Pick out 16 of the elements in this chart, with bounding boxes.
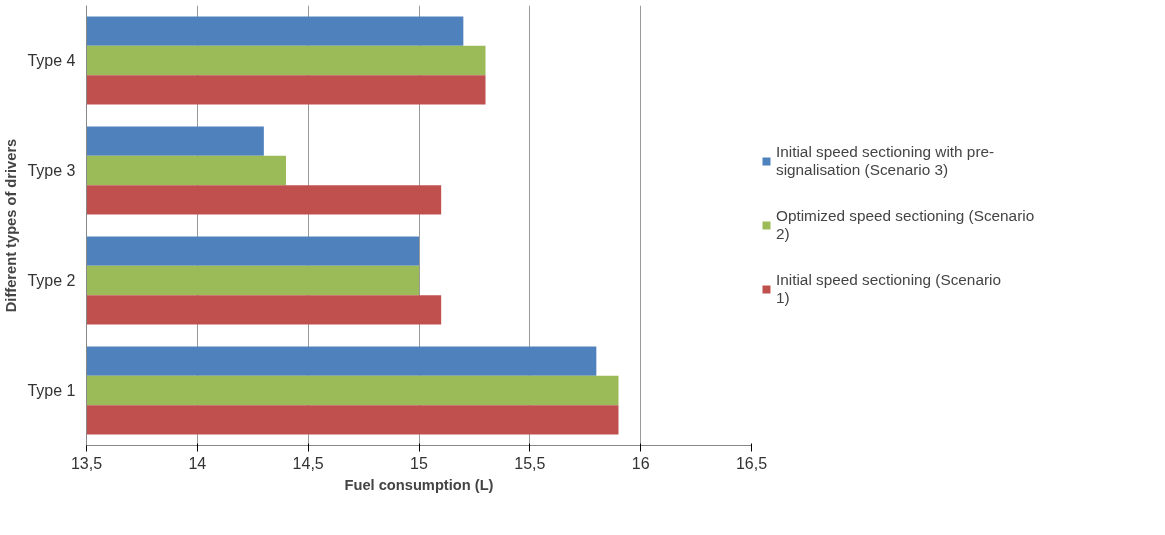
y-tick-label: Type 1 [27,382,76,399]
x-axis-title: Fuel consumption (L) [344,476,494,493]
y-tick-label: Type 4 [27,52,76,69]
x-tick-label: 15,5 [514,454,546,472]
y-axis-title: Different types of drivers [3,138,20,313]
legend-label: Initial speed sectioning with pre-signalisation (Scenario 3) [776,143,995,179]
legend-label: Optimized speed sectioning (Scenario 2) [776,207,1035,243]
y-tick-label: Type 3 [27,162,76,179]
x-tick-label: 14 [188,454,207,472]
x-tick-label: 14,5 [292,454,324,472]
x-tick-label: 13,5 [70,454,103,472]
x-tick-label: 15 [410,454,428,472]
x-tick-label: 16 [631,454,650,472]
legend-label: Initial speed sectioning (Scenario 1) [776,271,1001,307]
y-tick-label: Type 2 [27,272,76,289]
x-tick-label: 16,5 [735,454,768,472]
